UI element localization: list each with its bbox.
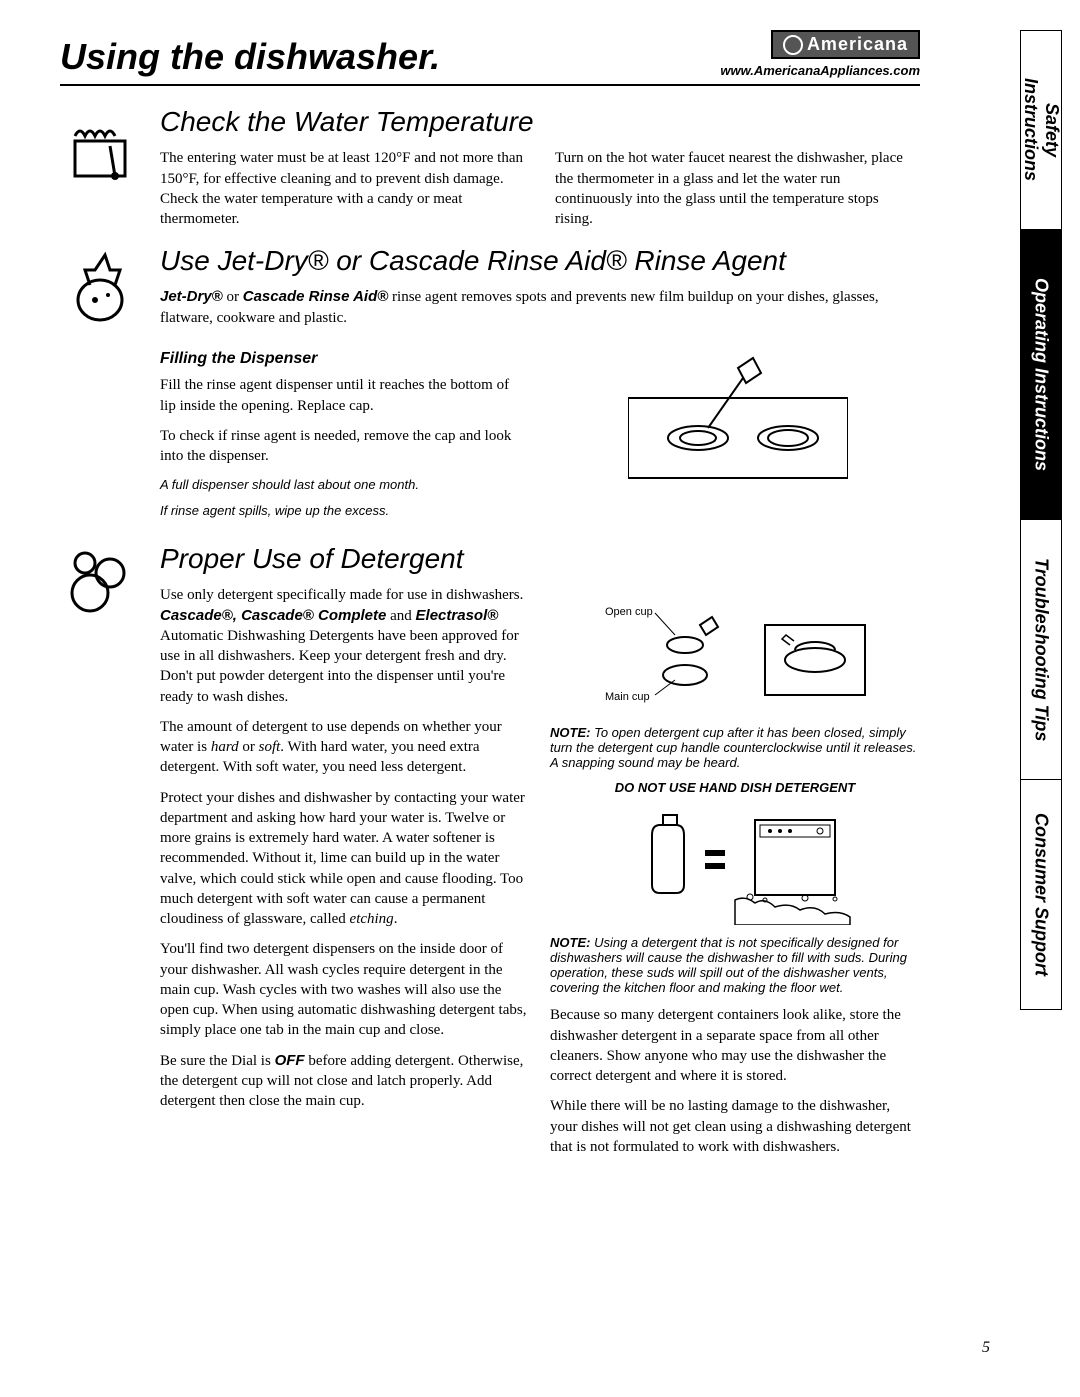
cup-diagram: Open cup Main cup bbox=[550, 595, 920, 715]
s2-p2: To check if rinse agent is needed, remov… bbox=[160, 426, 525, 467]
detergent-bubbles-icon bbox=[60, 543, 160, 1167]
warn-heading: DO NOT USE HAND DISH DETERGENT bbox=[550, 780, 920, 795]
page-header: Using the dishwasher. Americana www.Amer… bbox=[60, 30, 920, 86]
s1-col1: The entering water must be at least 120°… bbox=[160, 148, 525, 229]
sub-heading: Filling the Dispenser bbox=[160, 348, 525, 370]
brand-logo: Americana bbox=[771, 30, 920, 59]
suds-diagram bbox=[550, 805, 920, 925]
s2-p1: Fill the rinse agent dispenser until it … bbox=[160, 375, 525, 416]
s2-note1: A full dispenser should last about one m… bbox=[160, 476, 525, 494]
section-heading: Check the Water Temperature bbox=[160, 106, 920, 138]
s1-col2: Turn on the hot water faucet nearest the… bbox=[555, 148, 920, 229]
section-detergent: Proper Use of Detergent Use only deterge… bbox=[60, 543, 920, 1167]
section-heading: Use Jet-Dry® or Cascade Rinse Aid® Rinse… bbox=[160, 245, 920, 277]
open-cup-label: Open cup bbox=[605, 606, 653, 618]
section-heading: Proper Use of Detergent bbox=[160, 543, 920, 575]
section-tabs: Safety Instructions Operating Instructio… bbox=[1020, 30, 1062, 1310]
tab-operating[interactable]: Operating Instructions bbox=[1020, 230, 1062, 520]
tab-consumer[interactable]: Consumer Support bbox=[1020, 780, 1062, 1010]
s3-p6: Because so many detergent containers loo… bbox=[550, 1005, 920, 1086]
section-water-temp: Check the Water Temperature The entering… bbox=[60, 106, 920, 229]
page-title: Using the dishwasher. bbox=[60, 36, 440, 78]
s3-p5: Be sure the Dial is OFF before adding de… bbox=[160, 1051, 530, 1112]
s3-p4: You'll find two detergent dispensers on … bbox=[160, 939, 530, 1040]
note-cup: NOTE: To open detergent cup after it has… bbox=[550, 725, 920, 770]
tab-safety[interactable]: Safety Instructions bbox=[1020, 30, 1062, 230]
dispenser-diagram bbox=[555, 348, 920, 488]
water-temp-icon bbox=[60, 106, 160, 229]
tab-troubleshooting[interactable]: Troubleshooting Tips bbox=[1020, 520, 1062, 780]
s3-p7: While there will be no lasting damage to… bbox=[550, 1096, 920, 1157]
main-cup-label: Main cup bbox=[605, 691, 650, 703]
s3-p2: The amount of detergent to use depends o… bbox=[160, 717, 530, 778]
s2-note2: If rinse agent spills, wipe up the exces… bbox=[160, 502, 525, 520]
rinse-aid-icon bbox=[60, 245, 160, 527]
page-number: 5 bbox=[982, 1339, 990, 1357]
brand-area: Americana www.AmericanaAppliances.com bbox=[720, 30, 920, 78]
s3-p1: Use only detergent specifically made for… bbox=[160, 585, 530, 707]
note-suds: NOTE: Using a detergent that is not spec… bbox=[550, 935, 920, 995]
website-url: www.AmericanaAppliances.com bbox=[720, 63, 920, 78]
s2-intro: Jet-Dry® or Cascade Rinse Aid® rinse age… bbox=[160, 287, 920, 328]
section-rinse-aid: Use Jet-Dry® or Cascade Rinse Aid® Rinse… bbox=[60, 245, 920, 527]
s3-p3: Protect your dishes and dishwasher by co… bbox=[160, 788, 530, 930]
